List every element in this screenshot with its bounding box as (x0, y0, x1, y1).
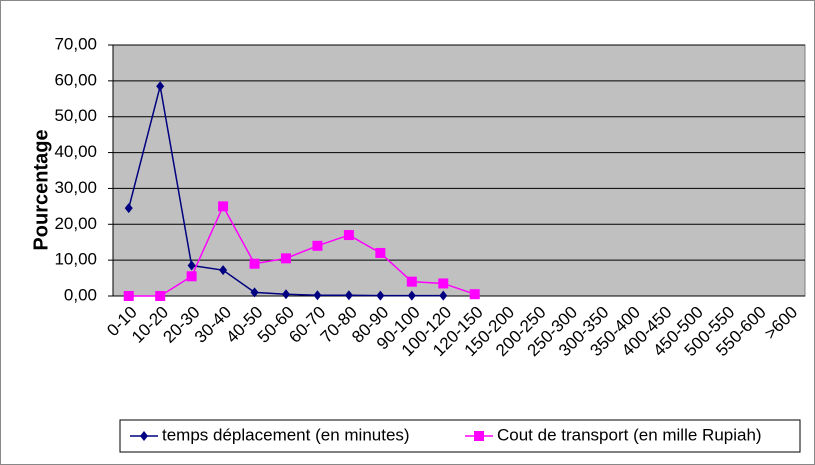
marker (156, 81, 165, 92)
y-tick-label: 0,00 (64, 285, 97, 304)
legend-label: temps déplacement (en minutes) (162, 425, 410, 444)
marker (474, 431, 484, 441)
y-axis-title: Pourcentage (30, 129, 52, 250)
marker (186, 271, 197, 282)
marker (140, 431, 148, 441)
marker (313, 290, 322, 301)
y-tick-label: 60,00 (54, 70, 97, 89)
legend-label: Cout de transport (en mille Rupiah) (497, 425, 762, 444)
marker (312, 240, 323, 251)
marker (124, 203, 133, 214)
y-tick-label: 20,00 (54, 214, 97, 233)
marker (439, 290, 448, 301)
y-tick-label: 40,00 (54, 142, 97, 161)
marker (250, 287, 259, 298)
marker (469, 289, 480, 300)
marker (218, 201, 229, 212)
marker (155, 291, 166, 301)
y-tick-label: 30,00 (54, 178, 97, 197)
marker (282, 289, 290, 300)
marker (407, 290, 416, 301)
marker (187, 260, 196, 271)
marker (249, 258, 260, 269)
marker (344, 290, 353, 301)
marker (343, 230, 354, 241)
legend-box (119, 419, 801, 453)
series-line (128, 204, 475, 297)
plot-area (112, 44, 806, 297)
marker (375, 247, 386, 258)
marker (406, 276, 417, 287)
marker (281, 253, 291, 264)
y-tick-label: 70,00 (54, 34, 97, 53)
marker (376, 290, 385, 301)
marker (123, 291, 134, 301)
y-tick-label: 10,00 (54, 250, 97, 269)
y-tick-label: 50,00 (54, 106, 97, 125)
marker (438, 278, 449, 289)
marker (219, 265, 228, 276)
